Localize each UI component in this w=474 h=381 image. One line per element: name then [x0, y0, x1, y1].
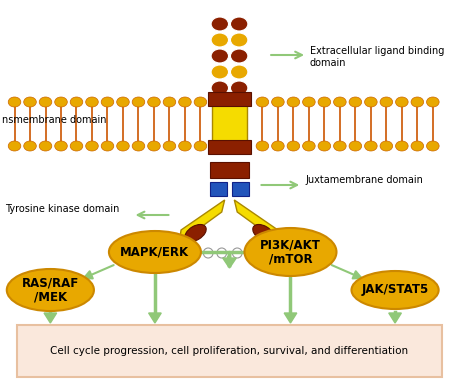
Ellipse shape	[101, 97, 114, 107]
Ellipse shape	[256, 97, 269, 107]
Circle shape	[246, 248, 255, 258]
FancyArrow shape	[149, 313, 161, 323]
Circle shape	[203, 248, 213, 258]
Ellipse shape	[287, 141, 300, 151]
Text: Tyrosine kinase domain: Tyrosine kinase domain	[5, 204, 119, 214]
Polygon shape	[234, 200, 280, 243]
Ellipse shape	[39, 141, 52, 151]
Ellipse shape	[55, 97, 67, 107]
Ellipse shape	[334, 141, 346, 151]
Bar	[210, 182, 227, 196]
Ellipse shape	[24, 141, 36, 151]
Ellipse shape	[302, 97, 315, 107]
Text: Extracellular ligand binding
domain: Extracellular ligand binding domain	[310, 46, 444, 67]
Ellipse shape	[24, 97, 36, 107]
Ellipse shape	[109, 231, 201, 273]
Ellipse shape	[349, 141, 362, 151]
Ellipse shape	[230, 17, 248, 31]
Ellipse shape	[230, 81, 248, 95]
Text: JAK/STAT5: JAK/STAT5	[362, 283, 428, 296]
FancyArrow shape	[389, 313, 401, 323]
Bar	[212, 95, 247, 151]
Ellipse shape	[70, 141, 83, 151]
Ellipse shape	[395, 141, 408, 151]
Ellipse shape	[148, 141, 160, 151]
Ellipse shape	[211, 65, 228, 79]
Ellipse shape	[8, 141, 21, 151]
Ellipse shape	[8, 97, 21, 107]
Ellipse shape	[272, 97, 284, 107]
Ellipse shape	[163, 141, 176, 151]
Text: Juxtamembrane domain: Juxtamembrane domain	[305, 175, 423, 185]
Ellipse shape	[185, 224, 206, 242]
Ellipse shape	[230, 33, 248, 47]
Circle shape	[217, 248, 227, 258]
Ellipse shape	[318, 141, 331, 151]
Ellipse shape	[132, 141, 145, 151]
Ellipse shape	[411, 97, 424, 107]
Ellipse shape	[380, 141, 392, 151]
Ellipse shape	[230, 65, 248, 79]
Ellipse shape	[101, 141, 114, 151]
Ellipse shape	[256, 141, 269, 151]
Ellipse shape	[55, 141, 67, 151]
FancyArrow shape	[286, 246, 295, 258]
Ellipse shape	[148, 97, 160, 107]
Ellipse shape	[253, 224, 274, 242]
Ellipse shape	[349, 97, 362, 107]
Ellipse shape	[39, 97, 52, 107]
Ellipse shape	[302, 141, 315, 151]
Ellipse shape	[380, 97, 392, 107]
Ellipse shape	[117, 97, 129, 107]
Ellipse shape	[194, 141, 207, 151]
Ellipse shape	[334, 97, 346, 107]
Ellipse shape	[132, 97, 145, 107]
Ellipse shape	[179, 97, 191, 107]
Ellipse shape	[211, 33, 228, 47]
Bar	[232, 182, 249, 196]
Circle shape	[232, 248, 242, 258]
Text: RAS/RAF
/MEK: RAS/RAF /MEK	[22, 276, 79, 304]
Bar	[210, 162, 249, 178]
FancyArrow shape	[44, 313, 57, 323]
Ellipse shape	[70, 97, 83, 107]
Ellipse shape	[86, 97, 98, 107]
Ellipse shape	[211, 17, 228, 31]
FancyArrow shape	[284, 313, 297, 323]
FancyBboxPatch shape	[18, 325, 442, 377]
Polygon shape	[179, 200, 225, 243]
Ellipse shape	[272, 141, 284, 151]
Ellipse shape	[86, 141, 98, 151]
Ellipse shape	[287, 97, 300, 107]
Text: MAPK/ERK: MAPK/ERK	[120, 245, 190, 258]
Ellipse shape	[245, 228, 337, 276]
Ellipse shape	[352, 271, 438, 309]
Ellipse shape	[427, 97, 439, 107]
Ellipse shape	[211, 81, 228, 95]
Ellipse shape	[365, 97, 377, 107]
Ellipse shape	[427, 141, 439, 151]
Ellipse shape	[194, 97, 207, 107]
Text: PI3K/AKT
/mTOR: PI3K/AKT /mTOR	[260, 238, 321, 266]
Ellipse shape	[179, 141, 191, 151]
Text: Cell cycle progression, cell proliferation, survival, and differentiation: Cell cycle progression, cell proliferati…	[50, 346, 409, 356]
Ellipse shape	[7, 269, 94, 311]
Ellipse shape	[230, 49, 248, 63]
Text: nsmembrane domain: nsmembrane domain	[2, 115, 107, 125]
FancyArrow shape	[150, 246, 160, 258]
Ellipse shape	[365, 141, 377, 151]
FancyArrow shape	[223, 258, 236, 268]
Ellipse shape	[395, 97, 408, 107]
Ellipse shape	[211, 49, 228, 63]
Bar	[208, 92, 251, 106]
Ellipse shape	[411, 141, 424, 151]
Bar	[208, 140, 251, 154]
Ellipse shape	[163, 97, 176, 107]
Ellipse shape	[318, 97, 331, 107]
Ellipse shape	[117, 141, 129, 151]
